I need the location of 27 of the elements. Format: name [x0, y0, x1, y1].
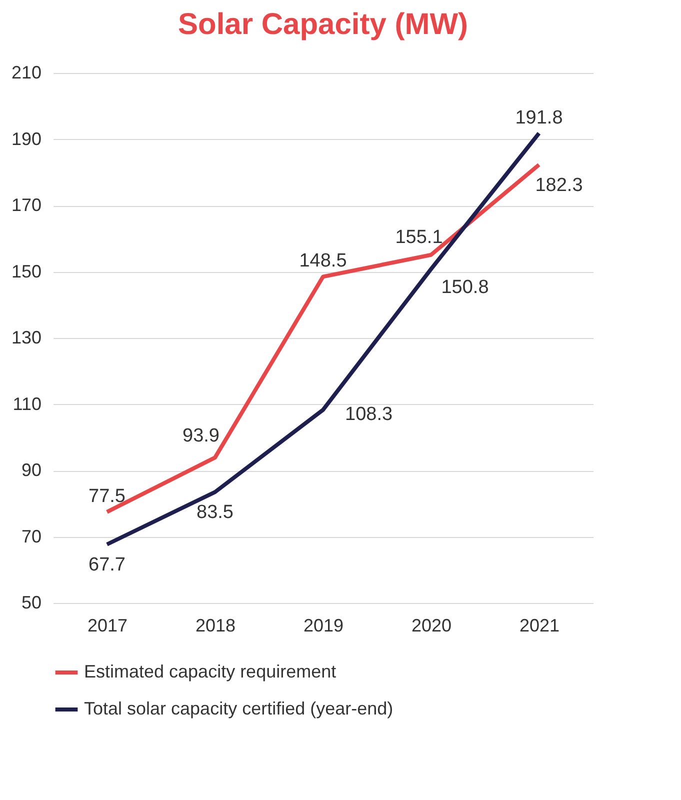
- y-tick-label: 70: [21, 526, 42, 546]
- x-tick-label: 2019: [303, 616, 344, 636]
- y-tick-label: 150: [11, 261, 42, 282]
- data-label: 83.5: [196, 502, 234, 524]
- chart-title: Solar Capacity (MW): [178, 8, 468, 41]
- data-label: 150.8: [441, 277, 489, 298]
- x-tick-label: 2021: [519, 616, 560, 636]
- x-tick-label: 2020: [411, 616, 452, 636]
- y-tick-label: 210: [11, 62, 42, 82]
- y-tick-label: 50: [21, 592, 42, 612]
- y-tick-label: 190: [11, 128, 42, 149]
- data-label: 155.1: [395, 226, 443, 248]
- legend-label: Total solar capacity certified (year-end): [84, 698, 394, 718]
- data-label: 108.3: [345, 404, 393, 425]
- x-tick-label: 2018: [195, 616, 236, 636]
- data-label: 182.3: [535, 174, 583, 196]
- data-label: 67.7: [88, 554, 126, 576]
- y-tick-label: 170: [11, 195, 42, 215]
- y-tick-label: 130: [11, 328, 42, 348]
- legend-label: Estimated capacity requirement: [84, 662, 336, 682]
- y-tick-label: 90: [21, 460, 42, 480]
- data-label: 93.9: [182, 426, 220, 447]
- y-tick-label: 110: [12, 394, 42, 414]
- data-label: 148.5: [299, 250, 347, 272]
- data-label: 191.8: [515, 107, 563, 128]
- data-label: 77.5: [88, 486, 126, 507]
- x-tick-label: 2017: [87, 616, 128, 636]
